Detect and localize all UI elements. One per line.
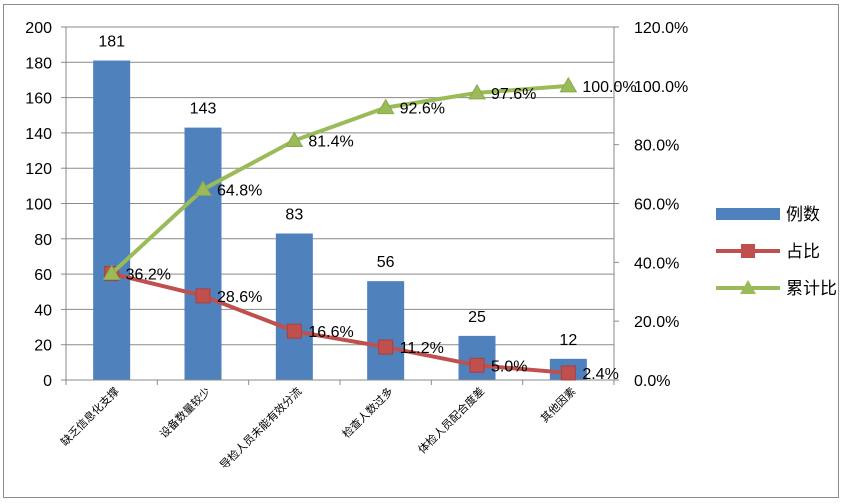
series-marker bbox=[469, 357, 485, 373]
series-marker bbox=[194, 180, 212, 196]
series-marker bbox=[560, 365, 576, 381]
right-tick-label: 20.0% bbox=[634, 314, 679, 331]
right-tick-label: 40.0% bbox=[634, 255, 679, 272]
left-tick-label: 140 bbox=[25, 126, 52, 143]
left-tick-label: 20 bbox=[34, 338, 52, 355]
chart-frame bbox=[3, 4, 839, 498]
series-line bbox=[111, 271, 569, 375]
left-tick-label: 40 bbox=[34, 302, 52, 319]
category-label: 导检人员未能有效分流 bbox=[217, 384, 305, 472]
series-marker bbox=[559, 76, 578, 93]
line-value-label: 5.0% bbox=[491, 358, 527, 375]
category-label: 其他因素 bbox=[538, 385, 578, 425]
left-tick-label: 120 bbox=[25, 161, 52, 178]
bar bbox=[93, 60, 131, 380]
line-value-label: 97.6% bbox=[491, 86, 536, 103]
line-value-label: 92.6% bbox=[400, 101, 445, 118]
series-marker bbox=[376, 98, 395, 115]
series-marker bbox=[285, 131, 304, 148]
line-value-label: 28.6% bbox=[217, 289, 262, 306]
category-label: 缺乏信息化支撑 bbox=[57, 384, 121, 448]
series-line bbox=[110, 83, 569, 275]
left-tick-label: 100 bbox=[25, 197, 52, 214]
left-tick-label: 80 bbox=[34, 232, 52, 249]
series-marker bbox=[195, 288, 211, 304]
legend-marker bbox=[741, 244, 755, 258]
left-tick-label: 160 bbox=[25, 91, 52, 108]
right-tick-label: 60.0% bbox=[634, 197, 679, 214]
left-tick-label: 0 bbox=[43, 373, 52, 390]
left-tick-label: 60 bbox=[34, 267, 52, 284]
line-value-label: 100.0% bbox=[582, 79, 636, 96]
series-marker bbox=[378, 339, 394, 355]
bar bbox=[275, 233, 313, 380]
line-value-label: 11.2% bbox=[400, 340, 444, 357]
bar-value-label: 56 bbox=[377, 254, 395, 271]
legend-label: 累计比 bbox=[786, 279, 837, 299]
right-tick-label: 120.0% bbox=[634, 20, 688, 37]
line-value-label: 16.6% bbox=[308, 324, 353, 341]
line-value-label: 64.8% bbox=[217, 182, 262, 199]
line-value-label: 81.4% bbox=[308, 134, 353, 151]
legend-label: 例数 bbox=[786, 205, 820, 225]
data-labels: 181 143 83 56 25 12 36.2% 28.6% 16.6% 11.2% 5.0% 2.… bbox=[98, 34, 636, 383]
legend-label: 占比 bbox=[786, 242, 820, 262]
series-marker bbox=[468, 83, 486, 100]
category-label: 设备数量较少 bbox=[157, 384, 214, 441]
legend-swatch bbox=[716, 208, 780, 220]
legend-marker bbox=[740, 280, 756, 294]
bar-value-label: 181 bbox=[98, 34, 125, 51]
bar-value-label: 25 bbox=[468, 309, 486, 326]
bar-value-label: 143 bbox=[190, 101, 217, 118]
right-tick-label: 0.0% bbox=[634, 373, 670, 390]
right-tick-label: 100.0% bbox=[634, 79, 688, 96]
category-label: 体检人员配合度差 bbox=[415, 384, 487, 456]
right-tick-label: 80.0% bbox=[634, 138, 679, 155]
line-value-label: 2.4% bbox=[582, 366, 618, 383]
bar-value-label: 12 bbox=[559, 332, 577, 349]
left-tick-label: 200 bbox=[25, 20, 52, 37]
category-label: 检查人数过多 bbox=[339, 384, 396, 441]
series-marker bbox=[102, 264, 121, 281]
bar-value-label: 83 bbox=[285, 207, 303, 224]
line-value-label: 36.2% bbox=[126, 267, 171, 284]
bar bbox=[367, 281, 405, 380]
series-marker bbox=[286, 323, 302, 339]
left-tick-label: 180 bbox=[25, 55, 52, 72]
bar bbox=[184, 127, 222, 380]
line-series bbox=[102, 76, 578, 381]
